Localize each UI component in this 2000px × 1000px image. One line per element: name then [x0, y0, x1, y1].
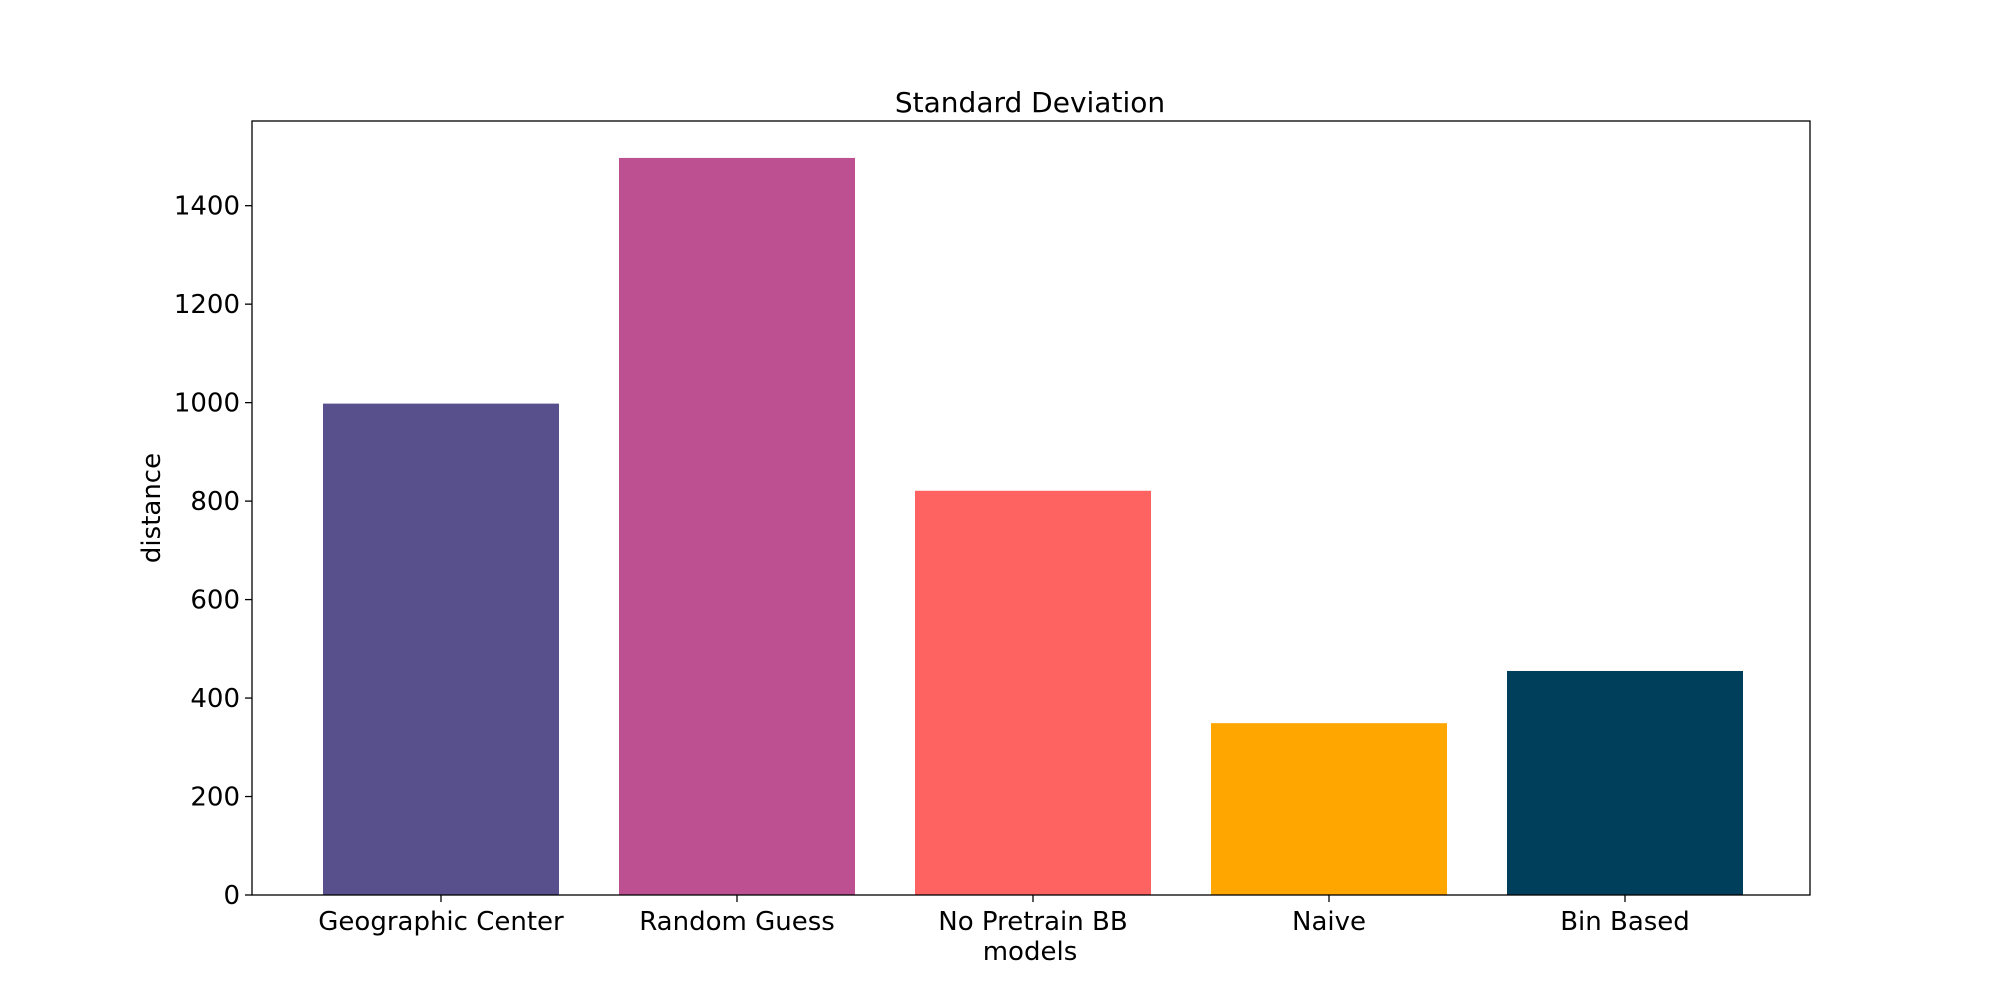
- y-axis-label: distance: [137, 453, 167, 563]
- y-tick-label: 800: [190, 487, 240, 517]
- y-tick-label: 1000: [174, 389, 240, 419]
- y-tick-label: 200: [190, 783, 240, 813]
- y-axis: 0 200 400 600 800 1000 1200 1400: [174, 192, 252, 911]
- x-tick-label: Bin Based: [1560, 907, 1690, 937]
- x-tick-label: Random Guess: [639, 907, 835, 937]
- y-tick-label: 1200: [174, 290, 240, 320]
- bar-no-pretrain-bb: [915, 490, 1151, 895]
- x-axis-label: models: [983, 937, 1078, 967]
- y-tick-label: 1400: [174, 192, 240, 222]
- x-tick-label: Naive: [1292, 907, 1366, 937]
- y-tick-label: 400: [190, 684, 240, 714]
- x-tick-label: Geographic Center: [318, 907, 564, 937]
- bar-bin-based: [1507, 670, 1743, 895]
- bar-random-guess: [619, 157, 855, 895]
- bar-geographic-center: [323, 403, 559, 895]
- chart-title: Standard Deviation: [895, 86, 1165, 119]
- plot-frame: [251, 120, 1811, 896]
- x-axis: Geographic Center Random Guess No Pretrain…: [318, 895, 1690, 937]
- bar-naive: [1211, 723, 1447, 895]
- y-tick-label: 600: [190, 586, 240, 616]
- bars-layer: [323, 157, 1743, 895]
- x-tick-label: No Pretrain BB: [938, 907, 1127, 937]
- y-tick-label: 0: [223, 881, 240, 911]
